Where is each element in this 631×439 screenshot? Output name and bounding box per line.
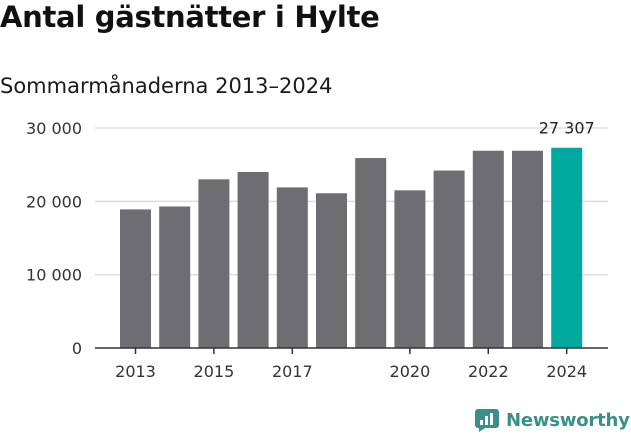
y-tick-label: 10 000	[26, 266, 82, 285]
bar	[198, 179, 230, 348]
newsworthy-logo-icon	[475, 409, 499, 432]
bar	[512, 150, 543, 348]
bar	[237, 172, 269, 348]
bar	[120, 209, 151, 348]
bar	[355, 158, 387, 348]
x-tick-label: 2017	[272, 362, 313, 381]
x-tick-label: 2020	[390, 362, 431, 381]
bar	[316, 193, 347, 348]
x-tick-label: 2013	[115, 362, 156, 381]
bar	[433, 170, 465, 348]
chart-title: Antal gästnätter i Hylte	[0, 0, 380, 34]
newsworthy-logo: Newsworthy	[474, 407, 630, 433]
y-tick-label: 30 000	[26, 119, 82, 138]
bar-chart: 0 10 000 20 000 30 000 27 307 2013 2015 2017 202…	[26, 119, 608, 381]
data-label: 27 307	[539, 119, 595, 138]
y-tick-label: 20 000	[26, 192, 82, 211]
x-tick-label: 2022	[468, 362, 509, 381]
y-tick-label: 0	[72, 339, 82, 358]
x-tick-label: 2024	[546, 362, 587, 381]
bar	[551, 147, 583, 348]
bar	[159, 206, 191, 348]
bar	[394, 190, 426, 348]
bar	[276, 187, 308, 348]
x-tick-label: 2015	[194, 362, 235, 381]
bar	[472, 150, 504, 348]
brand-name: Newsworthy	[506, 409, 630, 431]
chart-subtitle: Sommarmånaderna 2013–2024	[0, 74, 333, 98]
